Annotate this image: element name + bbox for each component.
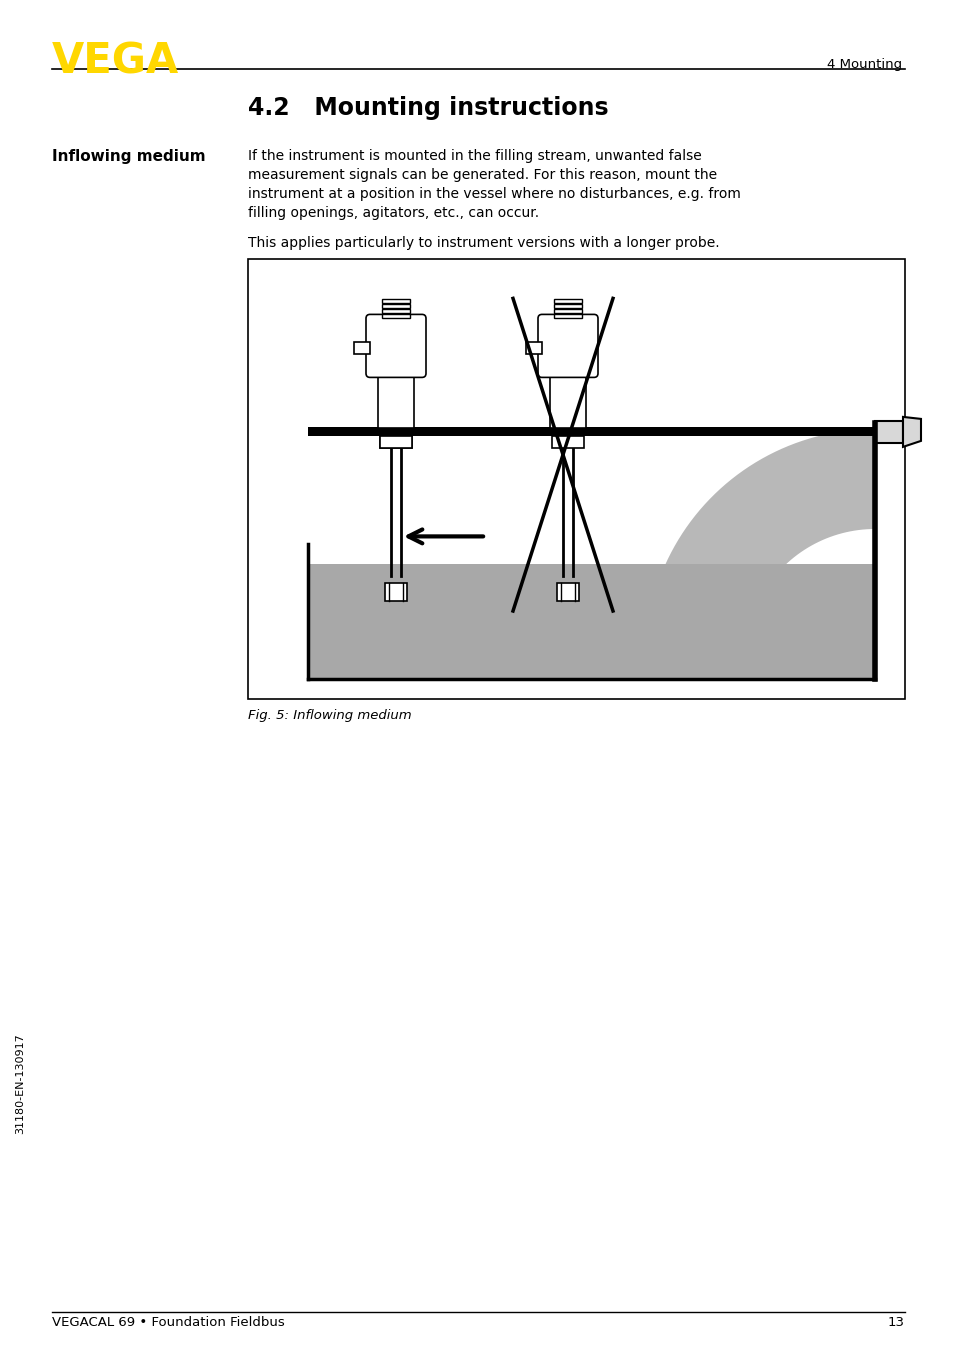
Bar (557, 584, 578, 601)
Text: measurement signals can be generated. For this reason, mount the: measurement signals can be generated. Fo… (248, 168, 717, 181)
Bar (308, 565, 874, 678)
Text: VEGACAL 69 • Foundation Fieldbus: VEGACAL 69 • Foundation Fieldbus (52, 1316, 284, 1330)
Text: 13: 13 (887, 1316, 904, 1330)
Bar (525, 343, 541, 355)
Bar (385, 584, 407, 601)
Polygon shape (902, 417, 920, 447)
Text: filling openings, agitators, etc., can occur.: filling openings, agitators, etc., can o… (248, 206, 538, 219)
Text: instrument at a position in the vessel where no disturbances, e.g. from: instrument at a position in the vessel w… (248, 187, 740, 200)
Bar (552, 436, 583, 448)
Bar (379, 436, 412, 448)
Text: This applies particularly to instrument versions with a longer probe.: This applies particularly to instrument … (248, 236, 719, 250)
Bar (248, 259, 904, 699)
Text: Inflowing medium: Inflowing medium (52, 149, 206, 164)
Bar (554, 299, 581, 303)
Bar (554, 305, 581, 309)
Bar (381, 299, 410, 303)
FancyBboxPatch shape (366, 314, 426, 378)
Bar (874, 421, 902, 443)
Bar (354, 343, 370, 355)
Polygon shape (644, 429, 874, 659)
Bar (554, 314, 581, 318)
Bar (308, 428, 874, 436)
Bar (381, 310, 410, 313)
Bar (381, 305, 410, 309)
Text: 4 Mounting: 4 Mounting (826, 58, 901, 70)
Text: If the instrument is mounted in the filling stream, unwanted false: If the instrument is mounted in the fill… (248, 149, 701, 162)
Text: 4.2   Mounting instructions: 4.2 Mounting instructions (248, 96, 608, 121)
FancyBboxPatch shape (537, 314, 598, 378)
Text: Fig. 5: Inflowing medium: Fig. 5: Inflowing medium (248, 709, 411, 722)
Text: 31180-EN-130917: 31180-EN-130917 (15, 1033, 25, 1135)
Bar (379, 436, 412, 448)
Bar (377, 374, 414, 428)
Bar (554, 310, 581, 313)
Text: VEGA: VEGA (52, 41, 179, 83)
Bar (550, 374, 585, 428)
Bar (381, 314, 410, 318)
